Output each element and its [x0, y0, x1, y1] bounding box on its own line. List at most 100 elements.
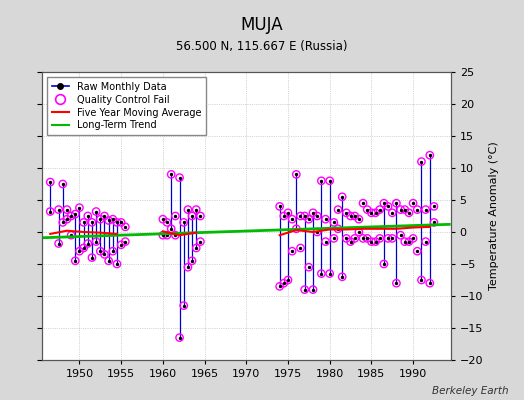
Point — [384, 203, 392, 210]
Point — [292, 226, 301, 232]
Point — [351, 235, 359, 242]
Point — [159, 216, 167, 222]
Point — [163, 219, 171, 226]
Point — [104, 217, 113, 224]
Legend: Raw Monthly Data, Quality Control Fail, Five Year Moving Average, Long-Term Tren: Raw Monthly Data, Quality Control Fail, … — [47, 77, 206, 135]
Point — [421, 238, 430, 245]
Point — [84, 240, 92, 247]
Point — [71, 211, 80, 217]
Point — [113, 219, 121, 226]
Point — [304, 264, 313, 270]
Point — [80, 219, 88, 226]
Point — [388, 210, 397, 216]
Point — [188, 258, 196, 264]
Point — [92, 208, 100, 215]
Point — [180, 219, 188, 226]
Point — [400, 206, 409, 213]
Point — [338, 194, 346, 200]
Point — [421, 206, 430, 213]
Point — [196, 238, 204, 245]
Point — [300, 213, 309, 219]
Point — [425, 280, 434, 286]
Point — [405, 238, 413, 245]
Point — [276, 283, 284, 290]
Point — [71, 258, 80, 264]
Point — [338, 274, 346, 280]
Point — [180, 302, 188, 309]
Point — [330, 235, 338, 242]
Point — [317, 270, 325, 277]
Point — [84, 240, 92, 247]
Point — [75, 204, 84, 211]
Text: Berkeley Earth: Berkeley Earth — [432, 386, 508, 396]
Point — [46, 179, 54, 185]
Point — [325, 270, 334, 277]
Point — [396, 232, 405, 238]
Point — [54, 240, 63, 247]
Point — [388, 235, 397, 242]
Point — [167, 226, 176, 232]
Point — [392, 200, 401, 206]
Point — [46, 208, 54, 215]
Point — [300, 286, 309, 293]
Point — [84, 213, 92, 219]
Point — [59, 219, 67, 226]
Point — [304, 264, 313, 270]
Point — [325, 270, 334, 277]
Point — [75, 248, 84, 254]
Point — [184, 264, 192, 270]
Point — [338, 274, 346, 280]
Point — [376, 206, 384, 213]
Point — [363, 206, 372, 213]
Point — [196, 238, 204, 245]
Point — [46, 208, 54, 215]
Point — [171, 213, 180, 219]
Point — [117, 219, 125, 226]
Point — [388, 210, 397, 216]
Point — [321, 216, 330, 222]
Point — [334, 206, 342, 213]
Point — [400, 238, 409, 245]
Point — [88, 219, 96, 226]
Point — [288, 248, 297, 254]
Point — [284, 210, 292, 216]
Point — [59, 219, 67, 226]
Point — [71, 211, 80, 217]
Point — [59, 181, 67, 187]
Point — [280, 213, 288, 219]
Point — [342, 210, 351, 216]
Point — [413, 248, 421, 254]
Point — [313, 229, 321, 235]
Point — [288, 248, 297, 254]
Point — [405, 210, 413, 216]
Point — [317, 178, 325, 184]
Point — [159, 232, 167, 238]
Point — [367, 238, 376, 245]
Point — [184, 206, 192, 213]
Point — [71, 258, 80, 264]
Point — [54, 206, 63, 213]
Point — [405, 238, 413, 245]
Point — [288, 216, 297, 222]
Point — [363, 235, 372, 242]
Point — [108, 248, 117, 254]
Point — [59, 181, 67, 187]
Point — [288, 216, 297, 222]
Point — [334, 206, 342, 213]
Point — [359, 235, 367, 242]
Point — [296, 245, 304, 251]
Point — [330, 235, 338, 242]
Point — [63, 216, 71, 222]
Point — [192, 245, 200, 251]
Point — [342, 210, 351, 216]
Point — [409, 235, 417, 242]
Point — [121, 224, 129, 230]
Point — [372, 238, 380, 245]
Point — [409, 200, 417, 206]
Point — [196, 213, 204, 219]
Point — [317, 270, 325, 277]
Point — [405, 210, 413, 216]
Point — [121, 224, 129, 230]
Point — [355, 216, 363, 222]
Point — [167, 171, 176, 178]
